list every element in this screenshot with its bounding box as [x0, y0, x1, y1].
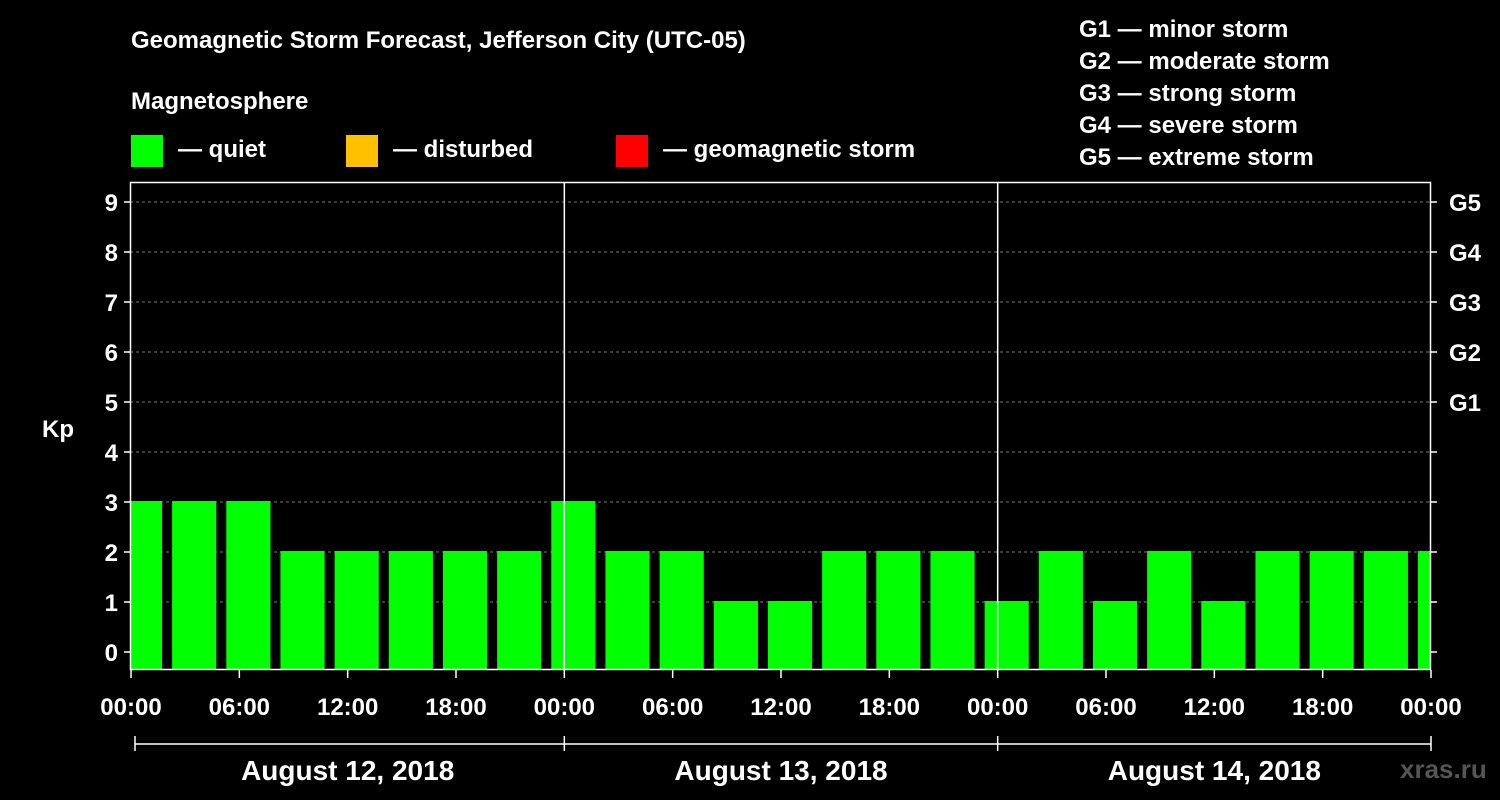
date-label-0: August 12, 2018: [241, 755, 454, 786]
magnetosphere-heading: Magnetosphere: [131, 88, 308, 115]
kp-bar-0: [131, 501, 163, 670]
kp-bar-18: [1092, 601, 1138, 670]
kp-bar-16: [984, 601, 1029, 670]
x-tick-label-9: 06:00: [1075, 694, 1136, 721]
kp-bar-13: [822, 551, 867, 670]
y-tick-label-5: 5: [105, 390, 118, 417]
x-tick-label-1: 06:00: [209, 694, 270, 721]
g-tick-g4: G4: [1449, 240, 1482, 267]
kp-bar-23: [1363, 551, 1408, 670]
kp-bar-21: [1255, 551, 1300, 670]
y-tick-label-8: 8: [105, 240, 118, 267]
legend-disturbed-swatch: [346, 135, 378, 167]
kp-bar-9: [605, 551, 650, 670]
g-tick-g2: G2: [1449, 340, 1481, 367]
date-label-2: August 14, 2018: [1108, 755, 1321, 786]
x-tick-label-6: 12:00: [750, 694, 811, 721]
kp-bar-8: [551, 501, 596, 670]
watermark: xras.ru: [1400, 754, 1487, 784]
y-tick-label-9: 9: [105, 190, 118, 217]
kp-bar-20: [1201, 601, 1246, 670]
plot-border: [129, 181, 1432, 671]
date-axis: August 12, 2018 August 13, 2018 August 14,…: [134, 736, 1432, 786]
x-tick-label-8: 00:00: [967, 694, 1028, 721]
y-tick-label-6: 6: [105, 340, 118, 367]
kp-bar-3: [280, 551, 325, 670]
g-scale-g4: G4 — severe storm: [1079, 112, 1298, 139]
kp-bar-22: [1309, 551, 1354, 670]
y-ticks: 0 1 2 3 4 5 6 7 8 9: [105, 190, 1437, 667]
kp-bar-7: [497, 551, 542, 670]
y-tick-label-1: 1: [105, 590, 118, 617]
x-tick-label-5: 06:00: [642, 694, 703, 721]
gridlines: [130, 201, 1431, 603]
legend-quiet-swatch: [131, 135, 163, 167]
kp-bar-2: [226, 501, 271, 670]
x-tick-label-2: 12:00: [317, 694, 378, 721]
kp-bar-10: [659, 551, 704, 670]
bars: [131, 501, 1431, 670]
x-tick-label-4: 00:00: [534, 694, 595, 721]
kp-bar-15: [930, 551, 975, 670]
x-tick-label-11: 18:00: [1292, 694, 1353, 721]
g-tick-g1: G1: [1449, 390, 1481, 417]
kp-bar-4: [334, 551, 379, 670]
g-scale-g1: G1 — minor storm: [1079, 16, 1288, 43]
kp-bar-1: [172, 501, 217, 670]
chart-title: Geomagnetic Storm Forecast, Jefferson Ci…: [131, 27, 746, 54]
kp-bar-17: [1038, 551, 1083, 670]
kp-bar-6: [442, 551, 488, 670]
legend-quiet-label: — quiet: [178, 136, 266, 163]
kp-bar-12: [767, 601, 813, 670]
x-tick-label-12: 00:00: [1400, 694, 1461, 721]
legend-storm-swatch: [616, 135, 648, 167]
y-tick-label-0: 0: [105, 640, 118, 667]
x-tick-label-7: 18:00: [859, 694, 920, 721]
y-tick-label-7: 7: [105, 290, 118, 317]
g-scale-g5: G5 — extreme storm: [1079, 144, 1314, 171]
bar-group: [131, 501, 1431, 670]
x-ticks: 00:00 06:00 12:00 18:00 00:00 06:00 12:00 18:00…: [100, 670, 1462, 721]
g-tick-g5: G5: [1449, 190, 1481, 217]
legend-storm-label: — geomagnetic storm: [663, 136, 915, 163]
y-tick-label-2: 2: [105, 540, 118, 567]
kp-bar-5: [388, 551, 433, 670]
kp-bar-24: [1417, 551, 1431, 670]
kp-bar-14: [876, 551, 921, 670]
g-tick-g3: G3: [1449, 290, 1481, 317]
date-label-1: August 13, 2018: [674, 755, 887, 786]
g-ticks: G1 G2 G3 G4 G5: [1449, 190, 1482, 417]
g-scale-g3: G3 — strong storm: [1079, 80, 1296, 107]
kp-bar-19: [1147, 551, 1192, 670]
x-tick-label-3: 18:00: [425, 694, 486, 721]
g-scale-g2: G2 — moderate storm: [1079, 48, 1330, 75]
y-tick-label-4: 4: [105, 440, 119, 467]
legend-disturbed-label: — disturbed: [393, 136, 533, 163]
kp-bar-11: [713, 601, 758, 670]
plot-frame: [129, 181, 1432, 671]
y-tick-label-3: 3: [105, 490, 118, 517]
x-tick-label-0: 00:00: [100, 694, 161, 721]
x-tick-label-10: 12:00: [1184, 694, 1245, 721]
y-axis-label: Kp: [42, 416, 74, 443]
